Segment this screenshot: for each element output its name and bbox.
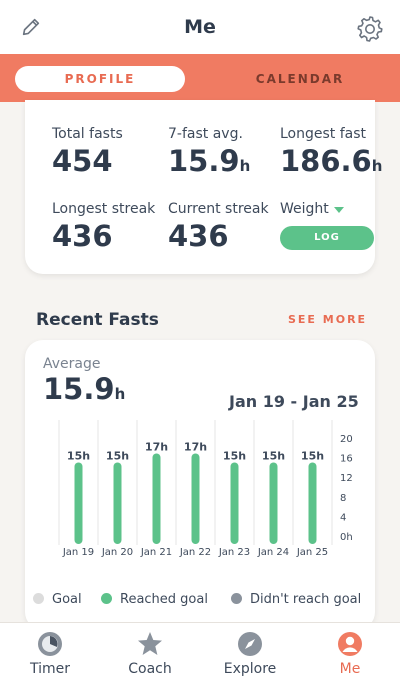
y-tick-label: 12 bbox=[340, 473, 353, 484]
stat-value: 454 bbox=[52, 144, 113, 178]
y-tick-label: 16 bbox=[340, 454, 353, 465]
stat-label: Current streak bbox=[168, 201, 269, 217]
bar-value-label: 17h bbox=[184, 441, 207, 454]
x-tick-label: Jan 19 bbox=[62, 547, 94, 558]
average-unit: h bbox=[114, 385, 126, 403]
nav-label: Me bbox=[339, 661, 361, 677]
legend-dot bbox=[231, 593, 242, 604]
stat-number: 15.9 bbox=[168, 144, 240, 178]
bar-value-label: 15h bbox=[223, 450, 246, 463]
x-tick-label: Jan 22 bbox=[179, 547, 211, 558]
stat-label: 7-fast avg. bbox=[168, 126, 243, 142]
legend-dot bbox=[101, 593, 112, 604]
recent-fasts-card: Average 15.9h Jan 19 - Jan 25 15h Jan 19 1… bbox=[25, 340, 375, 630]
stat-value: 436 bbox=[168, 219, 229, 253]
stat-unit: h bbox=[239, 157, 251, 175]
stats-card: Total fasts 454 7-fast avg. 15.9h Longes… bbox=[25, 100, 382, 274]
legend-label: Goal bbox=[52, 592, 82, 607]
log-weight-button[interactable]: LOG bbox=[280, 226, 374, 250]
nav-item-me[interactable]: Me bbox=[300, 631, 400, 677]
star-icon bbox=[138, 632, 162, 655]
stat-value: 186.6h bbox=[280, 144, 382, 178]
stat-label: Longest fast bbox=[280, 126, 367, 142]
x-tick-label: Jan 24 bbox=[257, 547, 289, 558]
stat-value: 436 bbox=[52, 219, 113, 253]
stat-unit: h bbox=[371, 157, 383, 175]
average-label: Average bbox=[43, 356, 101, 372]
y-tick-label: 8 bbox=[340, 493, 346, 504]
bar-value-label: 15h bbox=[262, 450, 285, 463]
see-more-link[interactable]: SEE MORE bbox=[288, 313, 368, 326]
legend-label: Reached goal bbox=[120, 592, 208, 607]
bottom-navigation: Timer Coach Explore Me bbox=[0, 622, 400, 685]
x-tick-label: Jan 21 bbox=[140, 547, 172, 558]
average-number: 15.9 bbox=[43, 372, 115, 406]
nav-item-explore[interactable]: Explore bbox=[200, 631, 300, 677]
stat-current-streak: Current streak 436 bbox=[168, 201, 269, 253]
weight-label[interactable]: Weight bbox=[280, 201, 329, 217]
x-tick-label: Jan 25 bbox=[296, 547, 328, 558]
bar-value-label: 15h bbox=[301, 450, 324, 463]
nav-label: Coach bbox=[128, 661, 172, 677]
stat-number: 186.6 bbox=[280, 144, 372, 178]
stat-label: Total fasts bbox=[52, 126, 123, 142]
x-tick-label: Jan 20 bbox=[101, 547, 133, 558]
legend-dot bbox=[33, 593, 44, 604]
stat-longest-fast: Longest fast 186.6h bbox=[280, 126, 382, 178]
legend-label: Didn't reach goal bbox=[250, 592, 362, 607]
profile-tabbar: PROFILE CALENDAR bbox=[0, 54, 400, 102]
legend-item-missed: Didn't reach goal bbox=[231, 592, 361, 607]
bar-value-label: 15h bbox=[67, 450, 90, 463]
stat-label: Longest streak bbox=[52, 201, 156, 217]
y-tick-label: 20 bbox=[340, 434, 353, 445]
bar-value-label: 17h bbox=[145, 441, 168, 454]
legend-item-goal: Goal bbox=[33, 592, 82, 607]
bar-value-label: 15h bbox=[106, 450, 129, 463]
nav-label: Explore bbox=[223, 661, 277, 677]
compass-icon bbox=[238, 632, 262, 656]
date-range[interactable]: Jan 19 - Jan 25 bbox=[229, 392, 359, 411]
y-tick-label: 4 bbox=[340, 512, 346, 523]
stat-total-fasts: Total fasts 454 bbox=[52, 126, 123, 178]
y-tick-label: 0h bbox=[340, 532, 353, 543]
recent-fasts-title: Recent Fasts bbox=[36, 310, 159, 330]
nav-item-coach[interactable]: Coach bbox=[100, 631, 200, 677]
nav-label: Timer bbox=[29, 661, 71, 677]
stat-seven-fast-avg: 7-fast avg. 15.9h bbox=[168, 126, 250, 178]
page-title: Me bbox=[184, 16, 216, 38]
recent-fasts-chart: 15h Jan 19 15h Jan 20 17h Jan 21 17h Jan 22 15h J… bbox=[58, 420, 353, 558]
nav-item-timer[interactable]: Timer bbox=[0, 631, 100, 677]
legend-item-reached: Reached goal bbox=[101, 592, 208, 607]
app-header: Me bbox=[0, 0, 400, 54]
profile-icon bbox=[338, 632, 362, 656]
gear-icon[interactable] bbox=[356, 14, 384, 42]
pencil-icon[interactable] bbox=[20, 16, 42, 38]
chart-legend: Goal Reached goal Didn't reach goal bbox=[0, 592, 400, 612]
average-value: 15.9h bbox=[43, 372, 125, 406]
stat-value: 15.9h bbox=[168, 144, 250, 178]
dropdown-arrow-icon[interactable] bbox=[334, 207, 344, 213]
x-tick-label: Jan 23 bbox=[218, 547, 250, 558]
tab-calendar[interactable]: CALENDAR bbox=[255, 72, 345, 86]
stat-longest-streak: Longest streak 436 bbox=[52, 201, 155, 253]
tab-profile[interactable]: PROFILE bbox=[15, 66, 185, 92]
timer-icon bbox=[38, 632, 62, 656]
